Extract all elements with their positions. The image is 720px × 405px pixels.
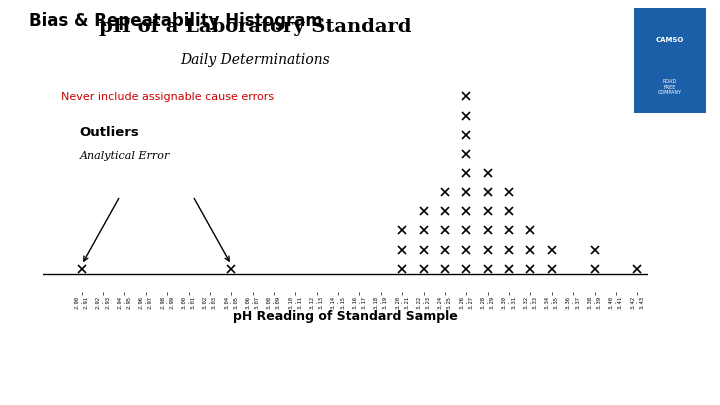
Text: Daily Determinations: Daily Determinations	[180, 53, 330, 68]
Text: pH of a Laboratory Standard: pH of a Laboratory Standard	[99, 19, 411, 36]
Text: Never include assignable cause errors: Never include assignable cause errors	[61, 92, 274, 102]
Text: Outliers: Outliers	[79, 126, 139, 139]
Text: CAMSO: CAMSO	[655, 37, 684, 43]
Text: ROAD
FREE
COMPANY: ROAD FREE COMPANY	[657, 79, 682, 95]
X-axis label: pH Reading of Standard Sample: pH Reading of Standard Sample	[233, 310, 458, 323]
Text: Bias & Repeatability Histogram: Bias & Repeatability Histogram	[29, 12, 323, 30]
Text: Analytical Error: Analytical Error	[79, 151, 170, 161]
